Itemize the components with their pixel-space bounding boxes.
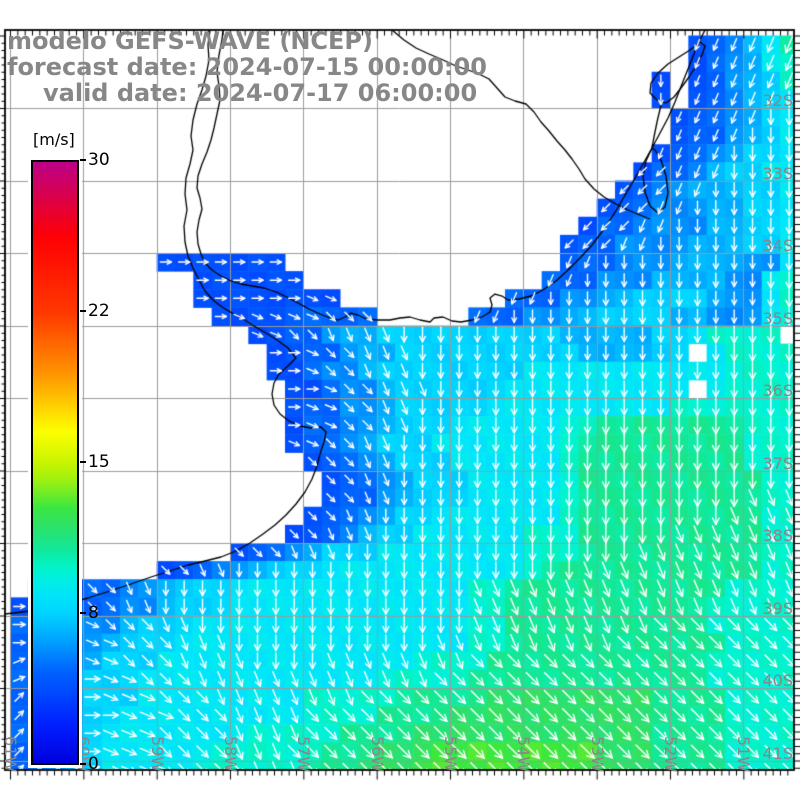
lon-tick-label: 53W	[587, 736, 607, 773]
lon-tick-label: 52W	[660, 736, 680, 773]
lon-tick-label: 61W	[1, 736, 20, 773]
lon-tick-label: 58W	[220, 736, 240, 773]
lat-tick-label: 32S	[762, 91, 793, 110]
colorbar-tick	[80, 310, 86, 312]
colorbar-tick	[80, 159, 86, 161]
colorbar-unit-label: [m/s]	[31, 130, 77, 149]
lat-tick-label: 34S	[762, 236, 793, 255]
colorbar	[28, 157, 82, 768]
colorbar-tick-label: 15	[88, 452, 110, 472]
colorbar-tick-label: 30	[88, 150, 110, 170]
lon-tick-label: 54W	[514, 736, 534, 773]
lon-tick-label: 51W	[734, 736, 754, 773]
colorbar-tick	[80, 461, 86, 463]
lon-tick-label: 55W	[440, 736, 460, 773]
title-model-line: modelo GEFS-WAVE (NCEP)	[7, 27, 373, 55]
lon-tick-label: 59W	[147, 736, 167, 773]
colorbar-tick-label: 22	[88, 301, 110, 321]
lat-tick-label: 37S	[762, 453, 793, 473]
colorbar-tick	[80, 763, 86, 765]
lon-tick-label: 56W	[367, 736, 387, 773]
lon-tick-label: 57W	[294, 736, 314, 773]
lat-tick-label: 36S	[762, 381, 793, 400]
lat-tick-label: 35S	[762, 308, 793, 328]
lat-tick-label: 41S	[762, 743, 793, 763]
colorbar-tick-label: 0	[88, 754, 99, 774]
lat-tick-label: 40S	[762, 671, 793, 690]
lat-tick-label: 39S	[762, 598, 793, 618]
colorbar-tick-label: 8	[88, 603, 99, 623]
title-valid-date: valid date: 2024-07-17 06:00:00	[43, 79, 478, 107]
lat-tick-label: 38S	[762, 526, 793, 545]
colorbar-tick	[80, 612, 86, 614]
lat-tick-label: 33S	[762, 163, 793, 183]
title-forecast-date: forecast date: 2024-07-15 00:00:00	[7, 53, 487, 81]
